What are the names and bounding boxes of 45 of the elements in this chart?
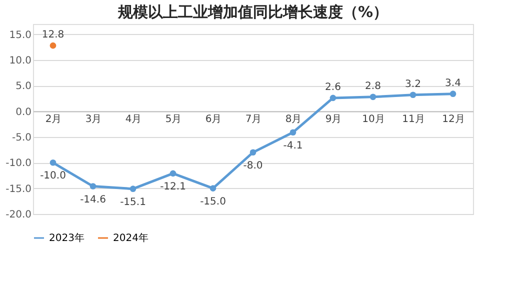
x-tick-label: 4月 (125, 114, 142, 125)
point (290, 129, 296, 136)
x-tick-label: 2月 (45, 114, 62, 125)
legend-label: 2024年 (113, 232, 148, 244)
point (90, 183, 96, 190)
x-tick-label: 12月 (442, 114, 465, 125)
y-tick-label: -10.0 (6, 158, 32, 170)
data-label: -15.0 (200, 196, 226, 208)
x-tick-label: 5月 (165, 114, 182, 125)
y-tick-label: 5.0 (16, 81, 32, 92)
x-tick-label: 8月 (285, 114, 302, 125)
x-tick-label: 10月 (362, 114, 385, 125)
data-label: 12.8 (42, 30, 64, 41)
point (450, 90, 456, 97)
x-tick-label: 7月 (245, 114, 262, 125)
point (250, 149, 256, 156)
y-tick-label: 0.0 (16, 106, 32, 118)
data-label: -4.1 (283, 140, 303, 152)
x-tick-label: 9月 (325, 114, 342, 125)
x-tick-label: 11月 (402, 114, 425, 125)
data-label: 2.6 (325, 82, 341, 93)
point (210, 185, 216, 192)
x-tick-label: 6月 (205, 114, 222, 125)
data-label: 3.2 (405, 78, 421, 90)
point (50, 159, 56, 166)
legend-label: 2023年 (49, 232, 84, 244)
data-label: -14.6 (80, 194, 106, 206)
point (370, 94, 376, 100)
y-tick-label: 10.0 (9, 55, 32, 66)
point (330, 94, 336, 102)
data-label: -15.1 (120, 196, 146, 208)
data-label: -8.0 (243, 160, 263, 172)
data-label: -12.1 (160, 181, 186, 192)
x-tick-label: 3月 (85, 114, 102, 125)
point (170, 170, 176, 177)
point (130, 186, 136, 192)
y-tick-label: 15.0 (9, 30, 32, 41)
chart-title: 规模以上工业增加值同比增长速度（%） (116, 3, 388, 21)
data-label: 3.4 (445, 78, 461, 89)
data-label: -10.0 (40, 170, 66, 182)
y-tick-label: -20.0 (6, 210, 32, 220)
y-tick-label: -5.0 (12, 132, 32, 144)
point (410, 92, 416, 98)
y-tick-label: -15.0 (6, 184, 32, 195)
data-label: 2.8 (365, 80, 381, 92)
